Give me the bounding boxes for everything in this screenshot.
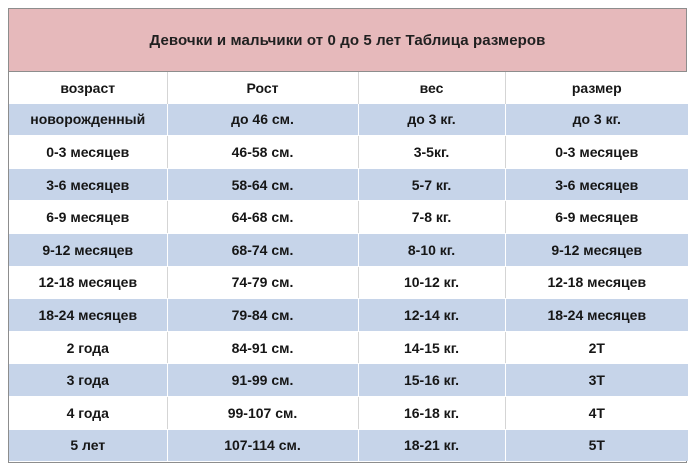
cell-height: 64-68 см. <box>167 200 359 234</box>
column-header-height: Рост <box>167 72 359 104</box>
cell-size: 12-18 месяцев <box>505 266 688 300</box>
cell-age: 6-9 месяцев <box>9 200 168 234</box>
cell-weight: 3-5кг. <box>358 135 506 169</box>
table-row: 3-6 месяцев 58-64 см. 5-7 кг. 3-6 месяце… <box>9 168 688 202</box>
cell-weight: 16-18 кг. <box>358 396 506 430</box>
cell-size: 5Т <box>505 429 688 462</box>
cell-size: 6-9 месяцев <box>505 200 688 234</box>
cell-age: 18-24 месяцев <box>9 298 168 332</box>
cell-age: 4 года <box>9 396 168 430</box>
cell-age: новорожденный <box>9 103 168 137</box>
column-header-age: возраст <box>9 72 168 104</box>
table-row: 6-9 месяцев 64-68 см. 7-8 кг. 6-9 месяце… <box>9 200 688 234</box>
size-table: возраст Рост вес размер новорожденный до… <box>9 72 688 462</box>
cell-weight: до 3 кг. <box>358 103 506 137</box>
cell-height: 58-64 см. <box>167 168 359 202</box>
cell-weight: 8-10 кг. <box>358 233 506 267</box>
table-row: 0-3 месяцев 46-58 см. 3-5кг. 0-3 месяцев <box>9 135 688 169</box>
size-chart: Девочки и мальчики от 0 до 5 лет Таблица… <box>8 8 688 463</box>
cell-height: 91-99 см. <box>167 363 359 397</box>
cell-age: 3-6 месяцев <box>9 168 168 202</box>
cell-height: 68-74 см. <box>167 233 359 267</box>
table-row: новорожденный до 46 см. до 3 кг. до 3 кг… <box>9 103 688 137</box>
cell-weight: 7-8 кг. <box>358 200 506 234</box>
cell-weight: 18-21 кг. <box>358 429 506 462</box>
table-row: 2 года 84-91 см. 14-15 кг. 2Т <box>9 331 688 365</box>
cell-age: 2 года <box>9 331 168 365</box>
cell-size: 0-3 месяцев <box>505 135 688 169</box>
cell-weight: 5-7 кг. <box>358 168 506 202</box>
cell-size: 18-24 месяцев <box>505 298 688 332</box>
cell-size: 9-12 месяцев <box>505 233 688 267</box>
table-title: Девочки и мальчики от 0 до 5 лет Таблица… <box>9 9 686 72</box>
table-row: 5 лет 107-114 см. 18-21 кг. 5Т <box>9 429 688 462</box>
cell-size: 2Т <box>505 331 688 365</box>
cell-age: 3 года <box>9 363 168 397</box>
cell-weight: 10-12 кг. <box>358 266 506 300</box>
cell-size: 3-6 месяцев <box>505 168 688 202</box>
cell-height: 84-91 см. <box>167 331 359 365</box>
table-row: 4 года 99-107 см. 16-18 кг. 4Т <box>9 396 688 430</box>
header-row: возраст Рост вес размер <box>9 72 688 104</box>
cell-size: 4Т <box>505 396 688 430</box>
column-header-size: размер <box>505 72 688 104</box>
cell-age: 5 лет <box>9 429 168 462</box>
cell-age: 9-12 месяцев <box>9 233 168 267</box>
table-row: 12-18 месяцев 74-79 см. 10-12 кг. 12-18 … <box>9 266 688 300</box>
cell-height: 46-58 см. <box>167 135 359 169</box>
cell-size: 3Т <box>505 363 688 397</box>
cell-size: до 3 кг. <box>505 103 688 137</box>
cell-weight: 15-16 кг. <box>358 363 506 397</box>
table-row: 9-12 месяцев 68-74 см. 8-10 кг. 9-12 мес… <box>9 233 688 267</box>
cell-age: 0-3 месяцев <box>9 135 168 169</box>
cell-weight: 14-15 кг. <box>358 331 506 365</box>
cell-height: до 46 см. <box>167 103 359 137</box>
cell-height: 74-79 см. <box>167 266 359 300</box>
table-row: 18-24 месяцев 79-84 см. 12-14 кг. 18-24 … <box>9 298 688 332</box>
cell-height: 107-114 см. <box>167 429 359 462</box>
cell-height: 79-84 см. <box>167 298 359 332</box>
table-row: 3 года 91-99 см. 15-16 кг. 3Т <box>9 363 688 397</box>
cell-age: 12-18 месяцев <box>9 266 168 300</box>
cell-weight: 12-14 кг. <box>358 298 506 332</box>
cell-height: 99-107 см. <box>167 396 359 430</box>
column-header-weight: вес <box>358 72 506 104</box>
